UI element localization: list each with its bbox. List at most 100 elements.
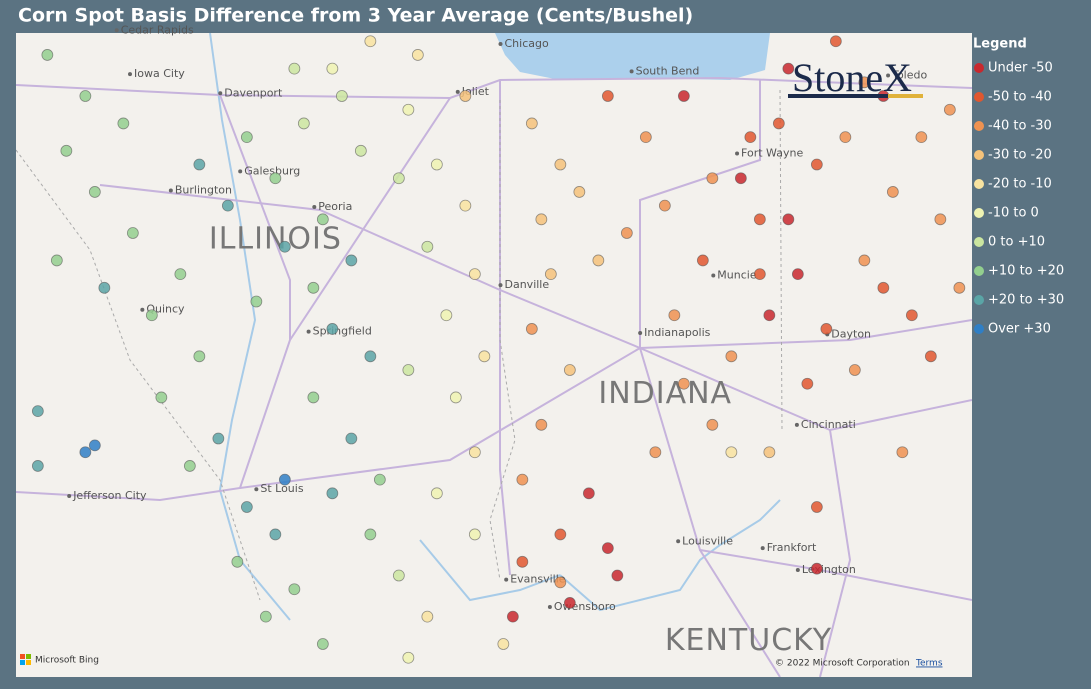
basis-point xyxy=(288,62,301,75)
city-label: Frankfort xyxy=(767,541,817,554)
legend-label: Over +30 xyxy=(988,322,1051,337)
city-dot xyxy=(312,204,317,209)
basis-point xyxy=(364,528,377,541)
bing-logo xyxy=(26,654,31,659)
basis-point xyxy=(563,364,576,376)
basis-point xyxy=(98,281,111,294)
basis-point xyxy=(810,158,823,171)
legend-label: 0 to +10 xyxy=(988,235,1045,250)
basis-point xyxy=(886,186,899,198)
basis-point xyxy=(193,158,206,171)
legend-swatch xyxy=(974,266,984,276)
basis-point xyxy=(354,144,367,157)
basis-point xyxy=(468,528,481,541)
legend-swatch xyxy=(974,150,984,160)
legend-label: -50 to -40 xyxy=(988,90,1052,105)
city-label: Indianapolis xyxy=(644,326,711,339)
basis-point xyxy=(782,62,795,75)
basis-point xyxy=(117,117,130,130)
city-label: Louisville xyxy=(682,534,733,547)
legend-swatch xyxy=(974,92,984,102)
basis-point xyxy=(430,487,443,500)
basis-point xyxy=(364,350,377,363)
basis-point xyxy=(316,638,329,650)
city-dot xyxy=(794,422,799,427)
basis-point xyxy=(335,90,348,102)
basis-point xyxy=(592,254,605,267)
legend: Legend Under -50 -50 to -40 -40 to -30 -30 … xyxy=(973,37,1064,337)
legend-label: -20 to -10 xyxy=(988,177,1052,192)
basis-point xyxy=(250,295,263,308)
basis-point xyxy=(269,528,282,541)
basis-point xyxy=(554,576,567,589)
basis-point xyxy=(791,268,804,281)
basis-point xyxy=(858,254,871,267)
basis-point xyxy=(421,610,434,623)
lake-michigan xyxy=(495,33,770,80)
basis-point xyxy=(525,323,538,335)
city-label: Burlington xyxy=(175,184,232,197)
city-label: Lexington xyxy=(802,563,856,576)
city-dot xyxy=(760,546,765,551)
basis-point xyxy=(193,350,206,363)
city-dot xyxy=(676,539,681,544)
basis-point xyxy=(411,49,424,61)
basis-point xyxy=(915,131,928,144)
basis-point xyxy=(611,569,624,582)
city-dot xyxy=(254,487,259,492)
basis-point xyxy=(449,391,462,404)
basis-point xyxy=(506,610,519,623)
city-dot xyxy=(168,188,173,193)
basis-point xyxy=(848,364,861,376)
terms-link[interactable]: Terms xyxy=(915,659,943,669)
city-dot xyxy=(218,91,223,96)
basis-point xyxy=(706,418,719,431)
map-provider: Microsoft Bing xyxy=(35,656,99,666)
legend-label: -40 to -30 xyxy=(988,119,1052,134)
basis-point xyxy=(326,323,339,335)
city-label: Owensboro xyxy=(554,600,616,613)
basis-point xyxy=(753,268,766,281)
basis-point xyxy=(497,638,510,650)
city-label: St Louis xyxy=(260,482,303,495)
legend-label: Under -50 xyxy=(988,61,1053,76)
basis-point xyxy=(677,377,690,390)
legend-label: +10 to +20 xyxy=(988,264,1064,279)
basis-point xyxy=(326,62,339,75)
city-label: Cincinnati xyxy=(801,418,856,431)
city-label: South Bend xyxy=(636,64,700,77)
city-dot xyxy=(114,28,119,33)
city-label: Chicago xyxy=(505,37,549,50)
bing-logo xyxy=(26,660,31,665)
city-label: Dayton xyxy=(831,327,871,340)
city-dot xyxy=(128,72,132,77)
basis-point xyxy=(316,213,329,226)
basis-point xyxy=(307,391,320,404)
basis-point xyxy=(278,240,291,253)
basis-point xyxy=(212,432,225,445)
basis-point xyxy=(145,309,158,322)
state-label: INDIANA xyxy=(598,376,732,411)
basis-point xyxy=(706,172,719,185)
basis-point xyxy=(41,49,54,61)
legend-title: Legend xyxy=(973,37,1027,52)
state-label: KENTUCKY xyxy=(665,623,832,658)
city-label: Peoria xyxy=(318,200,352,213)
basis-point xyxy=(639,131,652,144)
city-label: Springfield xyxy=(313,325,372,338)
basis-point xyxy=(459,199,472,212)
basis-point xyxy=(430,158,443,171)
basis-point xyxy=(269,172,282,185)
map-background xyxy=(16,33,972,677)
basis-point xyxy=(421,240,434,253)
city-label: Davenport xyxy=(224,86,283,99)
basis-point xyxy=(924,350,937,363)
basis-point xyxy=(668,309,681,322)
basis-point xyxy=(240,501,253,513)
basis-point xyxy=(459,90,472,102)
basis-point xyxy=(744,131,757,144)
basis-point xyxy=(810,562,823,575)
basis-point xyxy=(478,350,491,363)
city-label: Jefferson City xyxy=(72,489,147,502)
